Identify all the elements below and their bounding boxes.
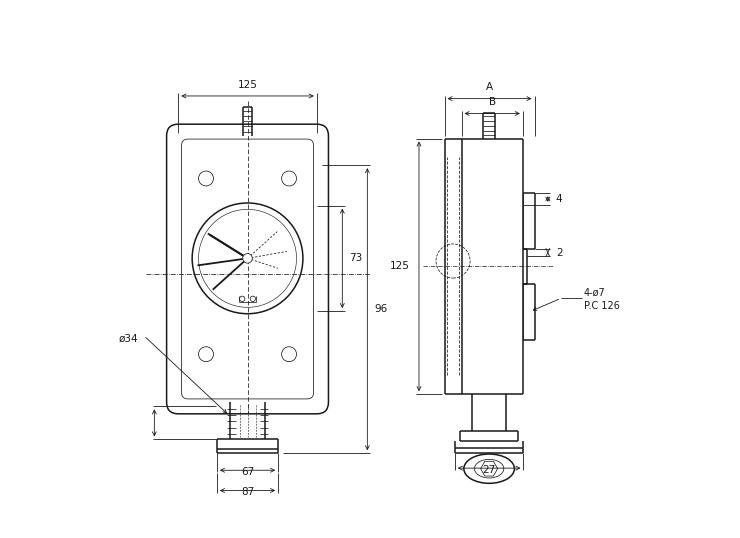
Text: A: A — [486, 82, 493, 92]
Text: B: B — [488, 97, 496, 107]
Circle shape — [282, 346, 297, 362]
Ellipse shape — [464, 454, 514, 483]
FancyBboxPatch shape — [166, 124, 329, 414]
Circle shape — [243, 253, 252, 263]
Text: 125: 125 — [389, 261, 409, 271]
Text: P.C 126: P.C 126 — [584, 301, 620, 312]
Text: 125: 125 — [238, 80, 258, 89]
Text: 27: 27 — [482, 465, 496, 475]
Text: 2: 2 — [556, 247, 562, 258]
Text: ø34: ø34 — [118, 333, 138, 343]
Text: 73: 73 — [349, 253, 363, 264]
Circle shape — [198, 346, 213, 362]
Text: 96: 96 — [374, 304, 388, 314]
Circle shape — [198, 171, 213, 186]
Circle shape — [282, 171, 297, 186]
Text: 67: 67 — [241, 467, 254, 477]
Text: 87: 87 — [241, 487, 254, 498]
Text: 4-ø7: 4-ø7 — [584, 288, 606, 298]
Text: 4: 4 — [556, 194, 562, 204]
